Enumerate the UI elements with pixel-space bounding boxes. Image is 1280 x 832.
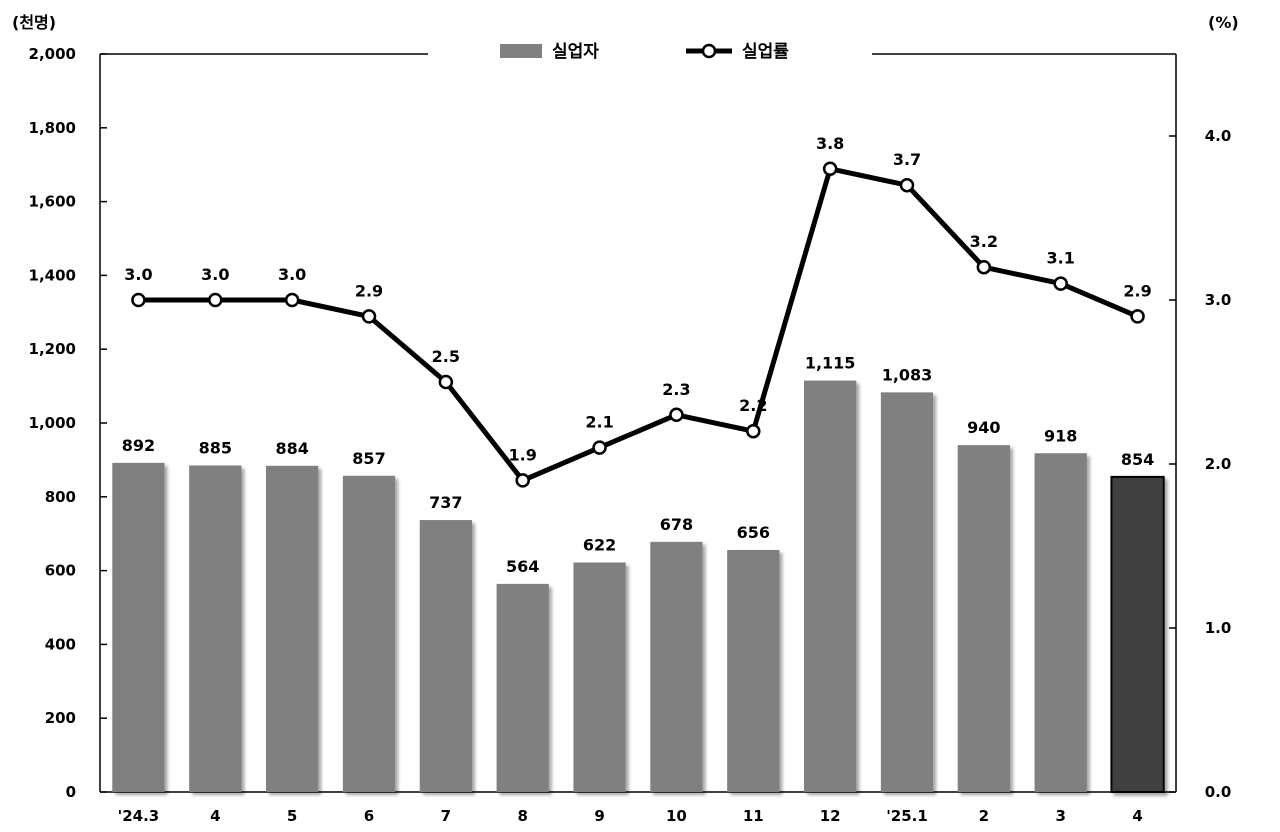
legend-line-label: 실업률 (742, 42, 789, 62)
right-tick-label: 3.0 (1205, 291, 1232, 309)
rate-value-label: 3.7 (893, 150, 921, 169)
bar-13 (1034, 453, 1087, 792)
left-tick-label: 1,000 (29, 414, 76, 432)
legend-bar-swatch (500, 44, 542, 58)
bar-value-label: 940 (967, 418, 1000, 437)
x-tick-label: '25.1 (886, 807, 928, 825)
rate-point-14 (1130, 309, 1145, 324)
rate-point-4 (361, 309, 377, 324)
bar-4 (342, 475, 396, 792)
bar-11 (880, 392, 934, 792)
rate-point-1 (131, 292, 146, 308)
x-tick-label: 9 (594, 807, 604, 825)
bar-14 (1110, 475, 1165, 793)
x-tick-label: 6 (364, 807, 374, 825)
right-tick-label: 4.0 (1205, 127, 1232, 145)
bar-value-label: 622 (583, 535, 616, 554)
bar-6 (496, 583, 549, 792)
rate-point-8 (669, 407, 684, 423)
bar-2 (189, 465, 242, 792)
rate-line (138, 166, 1139, 483)
left-tick-label: 800 (45, 488, 76, 506)
bar-7 (573, 562, 626, 792)
bar-value-label: 737 (429, 493, 462, 512)
bar-value-label: 857 (352, 449, 385, 468)
bar-12 (957, 445, 1010, 792)
rate-point-7 (592, 440, 607, 455)
rate-value-label: 3.0 (278, 265, 306, 284)
bar-8 (650, 541, 703, 792)
rate-value-label: 2.9 (1123, 281, 1151, 300)
rate-point-13 (1053, 276, 1068, 291)
bar-value-label: 892 (122, 436, 155, 455)
x-tick-label: 3 (1055, 807, 1065, 825)
left-tick-label: 1,800 (29, 119, 76, 137)
rate-point-10 (822, 161, 838, 177)
rate-point-9 (746, 423, 761, 439)
rate-value-label: 2.9 (355, 281, 383, 300)
right-axis-unit: (%) (1208, 13, 1239, 32)
x-tick-label: 12 (820, 807, 841, 825)
bar-value-label: 885 (199, 438, 232, 457)
left-tick-label: 1,600 (29, 193, 76, 211)
x-tick-label: 11 (743, 807, 764, 825)
bar-value-label: 854 (1121, 450, 1154, 469)
rate-point-3 (284, 292, 300, 308)
left-tick-label: 400 (45, 635, 76, 653)
bar-10 (804, 380, 857, 792)
bar-value-label: 678 (660, 515, 693, 534)
x-tick-label: 10 (666, 807, 687, 825)
rate-point-6 (515, 473, 530, 488)
x-tick-label: 8 (517, 807, 527, 825)
x-tick-label: 2 (979, 807, 989, 825)
rate-point-2 (208, 292, 223, 308)
rate-value-label: 2.1 (585, 413, 613, 432)
left-axis-unit: (천명) (12, 13, 56, 32)
rate-value-label: 3.0 (124, 265, 152, 284)
x-tick-label: 7 (441, 807, 451, 825)
bar-3 (266, 465, 319, 792)
bar-9 (727, 549, 780, 792)
right-tick-label: 1.0 (1205, 619, 1232, 637)
left-tick-label: 1,400 (29, 266, 76, 284)
rate-value-label: 1.9 (509, 445, 537, 464)
rate-value-label: 2.3 (662, 380, 690, 399)
x-tick-label: 5 (287, 807, 297, 825)
bar-5 (419, 520, 472, 792)
left-tick-label: 600 (45, 562, 76, 580)
rate-point-12 (976, 259, 992, 275)
left-tick-label: 2,000 (29, 45, 76, 63)
bar-value-label: 1,115 (805, 354, 856, 373)
rate-value-label: 3.0 (201, 265, 229, 284)
x-tick-label: 4 (1132, 807, 1142, 825)
rate-value-label: 3.2 (970, 232, 998, 251)
rate-value-label: 2.2 (739, 396, 767, 415)
bar-value-label: 918 (1044, 426, 1077, 445)
bar-value-label: 1,083 (882, 365, 933, 384)
left-tick-label: 1,200 (29, 340, 76, 358)
rate-value-label: 2.5 (432, 347, 460, 366)
right-tick-label: 2.0 (1205, 455, 1232, 473)
rate-point-11 (899, 177, 915, 193)
rate-value-label: 3.1 (1047, 249, 1075, 268)
left-tick-label: 200 (45, 709, 76, 727)
right-tick-label: 0.0 (1205, 783, 1232, 801)
rate-point-5 (438, 374, 454, 390)
x-tick-label: 4 (210, 807, 220, 825)
bar-value-label: 884 (275, 439, 308, 458)
bar-value-label: 656 (737, 523, 770, 542)
legend-bar-label: 실업자 (552, 42, 599, 62)
bar-value-label: 564 (506, 557, 539, 576)
bar-1 (112, 462, 165, 792)
left-tick-label: 0 (66, 783, 76, 801)
rate-value-label: 3.8 (816, 134, 844, 153)
legend-line-marker (701, 43, 717, 59)
x-tick-label: '24.3 (118, 807, 160, 825)
